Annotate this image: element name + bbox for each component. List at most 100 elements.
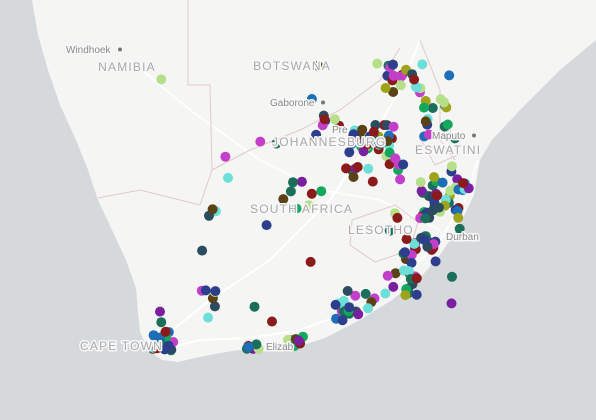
map-point[interactable]: [342, 286, 353, 296]
map-point[interactable]: [293, 335, 304, 346]
map-point[interactable]: [278, 194, 289, 205]
map-point[interactable]: [401, 234, 412, 245]
map-point[interactable]: [311, 129, 322, 140]
map-point[interactable]: [411, 273, 422, 284]
map-point[interactable]: [439, 97, 449, 108]
map-point[interactable]: [371, 134, 381, 145]
map-point[interactable]: [423, 129, 434, 140]
map-point[interactable]: [243, 341, 254, 352]
map-point[interactable]: [337, 315, 348, 326]
map-point[interactable]: [417, 59, 428, 70]
map-point[interactable]: [271, 138, 282, 149]
map-point[interactable]: [363, 303, 373, 314]
map-point[interactable]: [419, 234, 430, 245]
map-point[interactable]: [344, 147, 355, 158]
map-point[interactable]: [392, 212, 403, 223]
map-point[interactable]: [380, 288, 391, 299]
map-point[interactable]: [210, 286, 221, 297]
map-point[interactable]: [368, 126, 379, 137]
map-point[interactable]: [350, 290, 361, 301]
map-point[interactable]: [152, 343, 162, 354]
map-point[interactable]: [420, 116, 431, 127]
map-point[interactable]: [200, 285, 211, 296]
map-point[interactable]: [197, 245, 208, 256]
map-point[interactable]: [388, 70, 399, 81]
map-point[interactable]: [388, 87, 399, 97]
map-point[interactable]: [255, 136, 266, 147]
map-point[interactable]: [267, 316, 277, 327]
map-point[interactable]: [444, 70, 455, 81]
map-point[interactable]: [160, 326, 171, 337]
map-point[interactable]: [203, 312, 214, 323]
map-point[interactable]: [285, 186, 296, 197]
map-point[interactable]: [306, 188, 317, 199]
map-point[interactable]: [313, 61, 324, 71]
map-point[interactable]: [420, 213, 431, 224]
map-point[interactable]: [447, 271, 457, 282]
map-point[interactable]: [458, 178, 469, 189]
map-point[interactable]: [329, 114, 340, 125]
map-point[interactable]: [380, 83, 391, 93]
map-point[interactable]: [388, 59, 398, 70]
map-point[interactable]: [454, 223, 465, 234]
map-point[interactable]: [384, 225, 395, 236]
map-point[interactable]: [446, 298, 457, 309]
map-point[interactable]: [223, 172, 233, 183]
map-point[interactable]: [316, 186, 327, 197]
map-point[interactable]: [348, 172, 359, 182]
map-point[interactable]: [306, 94, 317, 104]
map-point[interactable]: [367, 176, 378, 187]
map-point[interactable]: [415, 177, 426, 188]
map-point[interactable]: [209, 301, 220, 312]
map-point[interactable]: [155, 306, 165, 317]
map-point[interactable]: [442, 119, 453, 130]
map-point[interactable]: [395, 174, 406, 185]
map-point[interactable]: [319, 114, 330, 125]
map-point[interactable]: [341, 163, 352, 174]
map-point[interactable]: [409, 74, 420, 85]
map-point[interactable]: [249, 301, 260, 312]
map-point[interactable]: [416, 186, 427, 196]
map-point[interactable]: [363, 163, 374, 174]
map-point[interactable]: [427, 103, 438, 113]
map-point[interactable]: [406, 257, 417, 268]
map-point[interactable]: [360, 288, 371, 299]
map-point[interactable]: [372, 58, 383, 69]
map-point[interactable]: [429, 172, 440, 183]
map-point[interactable]: [220, 151, 231, 162]
map-point[interactable]: [400, 290, 411, 301]
map-point[interactable]: [362, 139, 373, 150]
map-point[interactable]: [344, 302, 355, 313]
map-point[interactable]: [207, 204, 218, 215]
map-point[interactable]: [453, 212, 464, 223]
map-point[interactable]: [419, 102, 429, 113]
map-point[interactable]: [382, 270, 393, 281]
map-point[interactable]: [303, 200, 314, 211]
map-point[interactable]: [148, 330, 159, 341]
map-point[interactable]: [305, 256, 316, 267]
map-point[interactable]: [395, 80, 406, 91]
map-point[interactable]: [348, 129, 359, 140]
map-point[interactable]: [409, 238, 420, 249]
map-point[interactable]: [159, 344, 170, 355]
map-point[interactable]: [388, 121, 399, 132]
map-point[interactable]: [283, 334, 293, 345]
map-point[interactable]: [382, 136, 393, 147]
map-point[interactable]: [446, 161, 457, 172]
map-point[interactable]: [156, 317, 167, 328]
map-point[interactable]: [399, 265, 409, 276]
map-point[interactable]: [431, 190, 442, 201]
map-point[interactable]: [388, 281, 399, 292]
map-point[interactable]: [430, 256, 441, 267]
map-point[interactable]: [330, 299, 341, 310]
map-point[interactable]: [398, 159, 409, 170]
map-point[interactable]: [411, 82, 422, 93]
map-point[interactable]: [390, 268, 401, 279]
map-point[interactable]: [352, 162, 363, 172]
map-point[interactable]: [296, 176, 307, 187]
map-point[interactable]: [437, 177, 448, 188]
map-point[interactable]: [390, 153, 401, 164]
map-point[interactable]: [450, 133, 460, 144]
